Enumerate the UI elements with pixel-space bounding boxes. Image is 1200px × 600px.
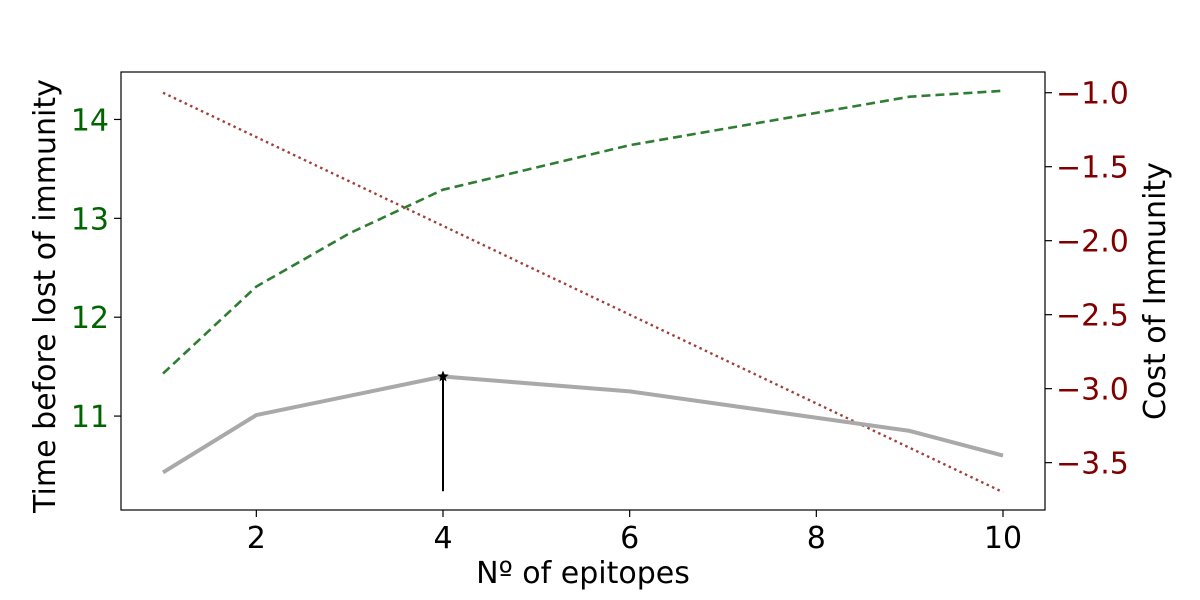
left-y-axis-title: Time before lost of immunity xyxy=(28,79,63,514)
x-tick-label: 10 xyxy=(984,521,1022,556)
right-y-axis: −1.0 −1.5 −2.0 −2.5 −3.0 −3.5 xyxy=(1045,77,1129,482)
left-y-tick-label: 11 xyxy=(71,400,109,435)
left-y-tick-label: 14 xyxy=(71,103,109,138)
right-y-tick-label: −3.0 xyxy=(1056,373,1129,408)
right-y-tick-label: −2.0 xyxy=(1056,225,1129,260)
left-y-axis: 11 12 13 14 xyxy=(71,103,121,435)
right-y-tick-label: −1.0 xyxy=(1056,77,1129,112)
plot-frame xyxy=(120,71,1046,511)
left-y-tick-label: 13 xyxy=(71,202,109,237)
plot-area xyxy=(161,89,1004,494)
right-y-tick-label: −3.5 xyxy=(1056,447,1129,482)
x-tick-label: 8 xyxy=(807,521,826,556)
left-y-tick-label: 12 xyxy=(71,301,109,336)
x-tick-label: 6 xyxy=(620,521,639,556)
right-y-tick-label: −1.5 xyxy=(1056,151,1129,186)
series-line-cost xyxy=(162,91,1004,494)
x-axis-title: Nº of epitopes xyxy=(476,556,690,591)
series-line-time xyxy=(162,89,1004,375)
x-tick-label: 2 xyxy=(247,521,266,556)
right-y-tick-label: −2.5 xyxy=(1056,299,1129,334)
x-axis: 2 4 6 8 10 xyxy=(247,510,1022,556)
optimum-star-marker xyxy=(437,370,449,382)
right-y-axis-title: Cost of Immunity xyxy=(1138,162,1173,420)
x-tick-label: 4 xyxy=(433,521,452,556)
series-line-total xyxy=(161,374,1004,475)
